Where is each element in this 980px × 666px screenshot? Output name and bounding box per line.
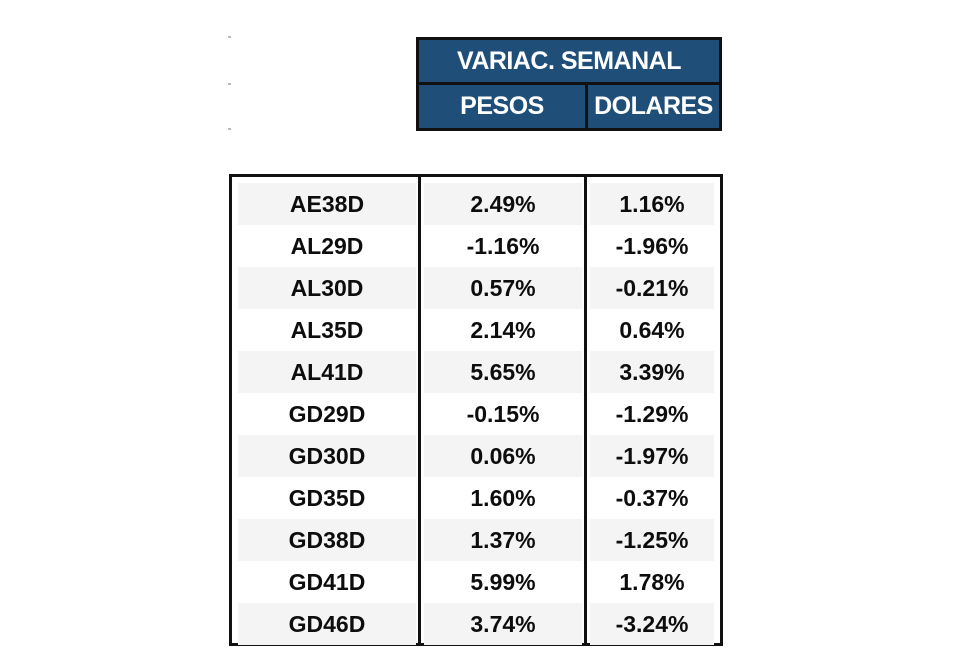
dolares-cell: -1.96% xyxy=(615,233,689,259)
table-row: AL29D -1.16% -1.96% xyxy=(232,225,720,267)
dolares-cell: -1.25% xyxy=(590,519,714,561)
table-row: GD41D 5.99% 1.78% xyxy=(232,561,720,603)
dolares-cell: -3.24% xyxy=(590,603,714,645)
table-row: AL41D 5.65% 3.39% xyxy=(232,351,720,393)
pesos-cell: 2.49% xyxy=(424,183,582,225)
column-divider xyxy=(418,177,421,643)
dolares-cell: 3.39% xyxy=(590,351,714,393)
pesos-cell: 0.06% xyxy=(424,435,582,477)
ticker-cell: GD35D xyxy=(288,485,366,511)
dolares-cell: -1.97% xyxy=(590,435,714,477)
ticker-cell: AL41D xyxy=(238,351,416,393)
dolares-cell: 0.64% xyxy=(619,317,685,343)
pesos-cell: 5.65% xyxy=(424,351,582,393)
pesos-cell: 3.74% xyxy=(424,603,582,645)
table-row: GD30D 0.06% -1.97% xyxy=(232,435,720,477)
pesos-cell: 1.37% xyxy=(424,519,582,561)
pesos-cell: 1.60% xyxy=(470,485,536,511)
ticker-cell: GD30D xyxy=(238,435,416,477)
ticker-cell: AE38D xyxy=(238,183,416,225)
ticker-cell: AL29D xyxy=(290,233,364,259)
weekly-variation-table: AE38D 2.49% 1.16% AL29D -1.16% -1.96% AL30D 0.5… xyxy=(229,174,723,646)
table-row: GD29D -0.15% -1.29% xyxy=(232,393,720,435)
table-row: GD46D 3.74% -3.24% xyxy=(232,603,720,645)
column-header-dolares: DOLARES xyxy=(594,92,713,120)
ticker-cell: GD41D xyxy=(288,569,366,595)
table-row: AL35D 2.14% 0.64% xyxy=(232,309,720,351)
pesos-cell: 0.57% xyxy=(424,267,582,309)
column-divider xyxy=(584,177,587,643)
table-row: AE38D 2.49% 1.16% xyxy=(232,183,720,225)
ticker-cell: AL30D xyxy=(238,267,416,309)
column-header-pesos: PESOS xyxy=(419,85,588,128)
table-row: AL30D 0.57% -0.21% xyxy=(232,267,720,309)
dolares-cell: -1.29% xyxy=(615,401,689,427)
margin-mark xyxy=(228,128,231,130)
ticker-cell: GD29D xyxy=(288,401,366,427)
table-header: VARIAC. SEMANAL PESOS DOLARES xyxy=(416,37,722,131)
dolares-cell: -0.37% xyxy=(615,485,689,511)
pesos-cell: 2.14% xyxy=(470,317,536,343)
table-row: GD35D 1.60% -0.37% xyxy=(232,477,720,519)
dolares-cell: 1.16% xyxy=(590,183,714,225)
ticker-cell: GD46D xyxy=(238,603,416,645)
pesos-cell: -0.15% xyxy=(466,401,540,427)
dolares-cell: -0.21% xyxy=(590,267,714,309)
margin-mark xyxy=(228,36,231,38)
pesos-cell: -1.16% xyxy=(466,233,540,259)
ticker-cell: GD38D xyxy=(238,519,416,561)
ticker-cell: AL35D xyxy=(290,317,364,343)
table-row: GD38D 1.37% -1.25% xyxy=(232,519,720,561)
margin-mark xyxy=(228,83,231,85)
dolares-cell: 1.78% xyxy=(619,569,685,595)
pesos-cell: 5.99% xyxy=(470,569,536,595)
header-title: VARIAC. SEMANAL xyxy=(419,40,719,85)
